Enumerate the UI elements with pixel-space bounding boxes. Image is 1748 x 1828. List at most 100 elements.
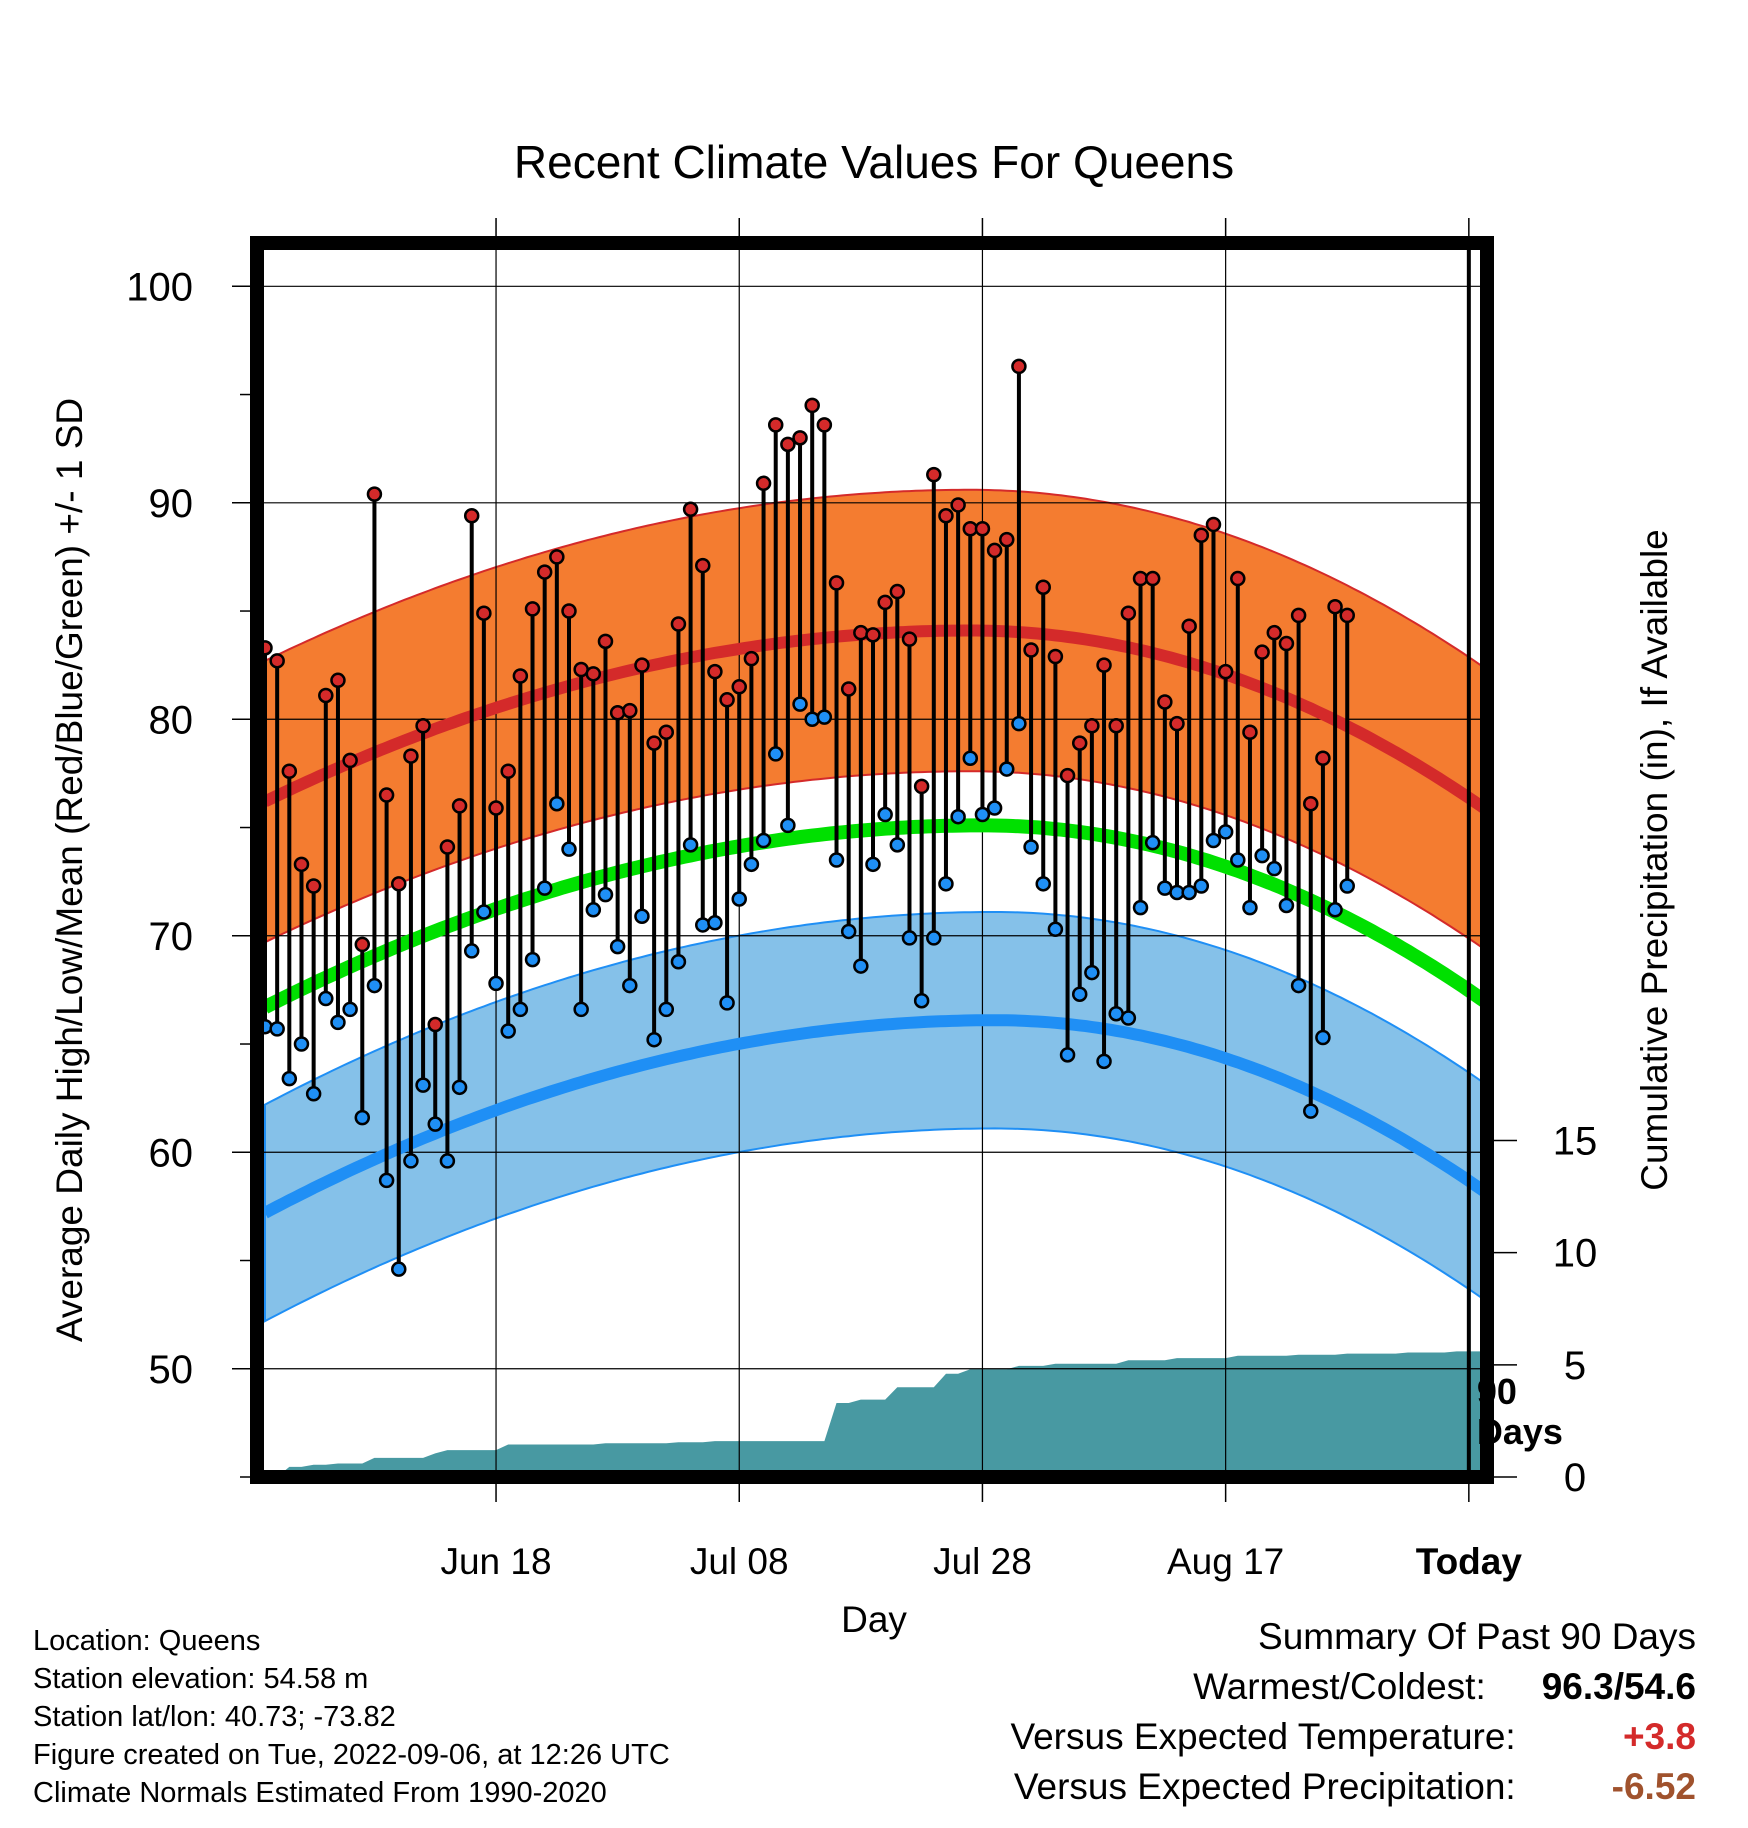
- low-point: [293, 1036, 310, 1052]
- y2-axis-label: Cumulative Precipitation (in), If Availa…: [1634, 529, 1675, 1191]
- temp-label: Versus Expected Temperature:: [1010, 1716, 1516, 1757]
- low-point: [269, 1021, 285, 1037]
- low-point: [1217, 824, 1234, 840]
- high-point: [536, 564, 553, 580]
- high-point: [415, 718, 431, 734]
- low-point: [1193, 878, 1210, 894]
- high-point: [1035, 579, 1051, 595]
- high-point: [816, 417, 833, 433]
- high-point: [1096, 657, 1112, 673]
- high-point: [1278, 635, 1295, 652]
- low-point: [1011, 715, 1027, 732]
- low-point: [1242, 899, 1258, 916]
- high-point: [1059, 767, 1076, 784]
- low-point: [767, 746, 784, 762]
- y2-tick-label: 10: [1553, 1232, 1598, 1276]
- low-point: [549, 795, 565, 812]
- low-point: [524, 951, 541, 968]
- high-point: [597, 633, 614, 650]
- low-point: [828, 852, 845, 868]
- low-point: [536, 880, 553, 896]
- high-point: [1230, 570, 1246, 587]
- high-point: [1071, 735, 1088, 751]
- chart-title: Recent Climate Values For Queens: [514, 136, 1234, 188]
- low-point: [476, 904, 492, 920]
- high-point: [853, 624, 869, 641]
- low-point: [378, 1172, 395, 1189]
- high-point: [354, 936, 371, 953]
- low-point: [1266, 860, 1283, 877]
- location-text: Location: Queens: [33, 1625, 261, 1657]
- high-point: [913, 778, 930, 795]
- high-point: [1108, 718, 1124, 734]
- high-point: [938, 508, 954, 524]
- low-point: [877, 806, 893, 823]
- high-point: [1205, 516, 1222, 533]
- high-point: [1254, 644, 1270, 660]
- y-tick-label: 100: [126, 265, 193, 309]
- low-point: [901, 930, 918, 946]
- high-point: [1047, 648, 1064, 665]
- high-point: [719, 692, 735, 708]
- low-point: [1132, 899, 1149, 916]
- high-point: [999, 531, 1015, 548]
- high-point: [1144, 570, 1161, 587]
- low-point: [646, 1031, 662, 1048]
- low-point: [1278, 897, 1295, 914]
- high-point: [366, 486, 383, 502]
- low-point: [500, 1023, 516, 1039]
- high-point: [658, 724, 675, 741]
- low-point: [366, 977, 383, 994]
- high-point: [901, 631, 918, 647]
- low-point: [1023, 839, 1039, 855]
- normals-text: Climate Normals Estimated From 1990-2020: [33, 1777, 607, 1809]
- high-point: [1120, 605, 1137, 621]
- low-point: [305, 1086, 322, 1102]
- high-point: [1290, 607, 1307, 624]
- low-point: [512, 1001, 529, 1018]
- low-point: [865, 856, 881, 873]
- high-point: [670, 616, 687, 632]
- low-point: [840, 923, 857, 940]
- low-normal-band: [264, 911, 1487, 1323]
- high-point: [974, 521, 991, 537]
- high-point: [1193, 527, 1210, 544]
- y-tick-label: 60: [149, 1131, 194, 1175]
- x-tick-label: Today: [1416, 1541, 1523, 1582]
- warm-cold-label: Warmest/Coldest:: [1193, 1666, 1486, 1707]
- high-point: [427, 1016, 443, 1033]
- low-point: [974, 806, 991, 823]
- high-point: [1084, 718, 1100, 734]
- low-point: [743, 856, 760, 873]
- high-point: [682, 501, 699, 518]
- low-point: [926, 930, 942, 946]
- warm-cold-row: Warmest/Coldest: 96.3/54.6: [1010, 1662, 1696, 1712]
- low-point: [719, 995, 735, 1011]
- high-point: [743, 650, 760, 667]
- high-point: [1011, 358, 1027, 375]
- high-point: [585, 666, 602, 682]
- low-point: [986, 800, 1003, 816]
- y-tick-label: 70: [149, 915, 194, 959]
- temp-row: Versus Expected Temperature: +3.8: [1010, 1712, 1696, 1762]
- high-point: [463, 508, 480, 524]
- low-point: [634, 908, 650, 925]
- precip-row: Versus Expected Precipitation: -6.52: [1010, 1762, 1696, 1812]
- low-point: [682, 837, 699, 853]
- x-tick-label: Aug 17: [1167, 1541, 1284, 1582]
- high-point: [1266, 624, 1283, 641]
- high-point: [877, 594, 893, 611]
- low-point: [938, 876, 954, 892]
- high-point: [451, 798, 468, 814]
- high-point: [646, 735, 662, 751]
- high-point: [1157, 694, 1173, 710]
- low-point: [354, 1109, 371, 1126]
- y-tick-label: 90: [149, 482, 194, 526]
- low-point: [792, 696, 808, 712]
- high-point: [609, 705, 626, 721]
- y2-tick-label: 5: [1564, 1344, 1586, 1388]
- temp-value: +3.8: [1622, 1716, 1696, 1757]
- low-point: [1181, 884, 1197, 901]
- low-point: [804, 711, 820, 728]
